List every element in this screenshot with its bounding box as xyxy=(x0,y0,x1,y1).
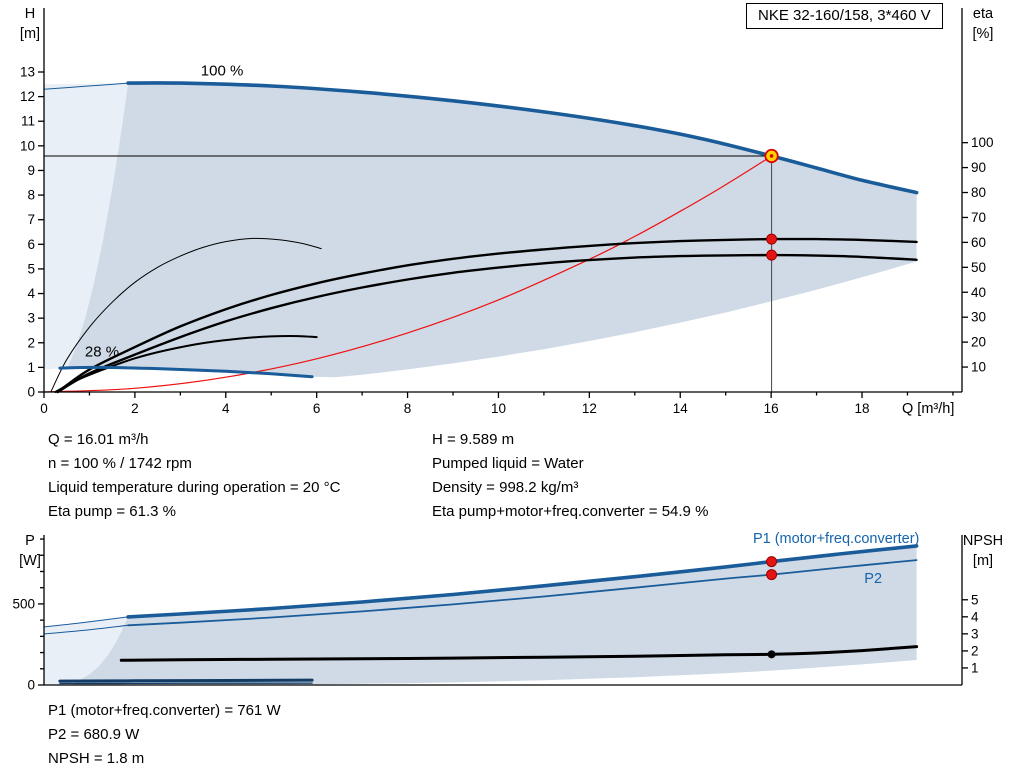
x-tick-label: 14 xyxy=(673,401,689,416)
y-left-tick-label: 8 xyxy=(27,188,35,203)
y-right-tick-label: 10 xyxy=(971,360,986,375)
eta-pump-point xyxy=(766,233,778,245)
power-npsh-values: P1 (motor+freq.converter) = 761 W P2 = 6… xyxy=(48,699,281,771)
pumped-liquid-value: Pumped liquid = Water xyxy=(432,455,584,472)
curve-label: P1 (motor+freq.converter) xyxy=(753,531,919,547)
y-right-axis-title: NPSH xyxy=(963,533,1003,549)
x-tick-label: 10 xyxy=(491,401,506,416)
x-axis-title: Q [m³/h] xyxy=(902,401,954,417)
y-left-tick-label: 12 xyxy=(20,89,35,104)
y-right-tick-label: 90 xyxy=(971,160,986,175)
npsh-value: NPSH = 1.8 m xyxy=(48,750,145,767)
y-right-tick-label: 2 xyxy=(971,643,979,658)
density-value: Density = 998.2 kg/m³ xyxy=(432,479,579,496)
eta-total-point xyxy=(766,249,778,261)
power-npsh-chart-axes xyxy=(38,535,968,686)
qh-eta-chart: 0 2 4 6 8 10 12 14 16 180123456789101112131020304… xyxy=(20,6,994,417)
y-left-tick-label: 9 xyxy=(27,163,35,178)
qh-eta-chart-tick-labels: 0 2 4 6 8 10 12 14 16 180123456789101112131020304… xyxy=(20,6,994,417)
operating-point-left-column: Q = 16.01 m³/h n = 100 % / 1742 rpm Liqu… xyxy=(48,428,340,524)
y-right-tick-label: 70 xyxy=(971,210,986,225)
power-npsh-chart: 0 500 1 2 3 4 5 P [W] NPSH [m] P1 (motor+freq.conve… xyxy=(12,531,1003,693)
y-left-tick-label: 1 xyxy=(27,360,35,375)
y-right-axis-unit: [%] xyxy=(973,26,994,42)
y-right-tick-label: 5 xyxy=(971,592,979,607)
eta-pump-value: Eta pump = 61.3 % xyxy=(48,503,176,520)
p1-point xyxy=(766,556,778,568)
y-right-axis-title: eta xyxy=(973,6,994,22)
power-npsh-chart-tick-labels: 0 500 1 2 3 4 5 P [W] NPSH [m] P1 (motor+freq.conve… xyxy=(12,531,1003,693)
y-right-tick-label: 4 xyxy=(971,609,979,624)
head-value: H = 9.589 m xyxy=(432,431,515,448)
curve-label: 100 % xyxy=(201,63,244,80)
power-envelope xyxy=(71,545,917,685)
npsh-curve xyxy=(119,645,919,662)
y-left-tick-label: 5 xyxy=(27,261,35,276)
x-tick-label: 16 xyxy=(764,401,779,416)
p1-lead-line xyxy=(43,616,129,628)
y-right-tick-label: 60 xyxy=(971,235,986,250)
eta-total-value: Eta pump+motor+freq.converter = 54.9 % xyxy=(432,503,709,520)
y-right-tick-label: 40 xyxy=(971,285,986,300)
x-tick-label: 8 xyxy=(404,401,412,416)
pump-model-label: NKE 32-160/158, 3*460 V xyxy=(746,3,943,29)
flow-value: Q = 16.01 m³/h xyxy=(48,431,149,448)
y-right-tick-label: 20 xyxy=(971,335,986,350)
liquid-temperature-value: Liquid temperature during operation = 20… xyxy=(48,479,341,496)
curve-label: 28 % xyxy=(85,343,119,360)
y-left-axis-unit: [W] xyxy=(19,553,41,569)
speed-envelope xyxy=(67,83,917,378)
x-tick-label: 0 xyxy=(40,401,48,416)
duty-point-center xyxy=(769,154,774,158)
y-left-tick-label: 11 xyxy=(21,114,35,129)
p2-point xyxy=(766,569,778,581)
speed-value: n = 100 % / 1742 rpm xyxy=(48,455,192,472)
eta-partload-curve xyxy=(50,237,322,393)
y-left-axis-title: H xyxy=(25,6,35,22)
y-right-tick-label: 1 xyxy=(971,660,979,675)
y-left-tick-label: 4 xyxy=(27,286,35,301)
p2-curve xyxy=(127,559,918,627)
x-tick-label: 4 xyxy=(222,401,230,416)
p1-value: P1 (motor+freq.converter) = 761 W xyxy=(48,702,281,719)
y-right-tick-label: 80 xyxy=(971,185,986,200)
y-left-axis-unit: [m] xyxy=(20,26,40,42)
system-curve xyxy=(43,155,773,393)
y-right-tick-label: 30 xyxy=(971,310,986,325)
x-tick-label: 6 xyxy=(313,401,321,416)
y-right-tick-label: 50 xyxy=(971,260,986,275)
qh-eta-chart-axes xyxy=(38,8,968,398)
y-left-tick-label: 7 xyxy=(27,212,35,227)
y-left-tick-label: 0 xyxy=(27,678,35,693)
p2-value: P2 = 680.9 W xyxy=(48,726,140,743)
y-right-tick-label: 3 xyxy=(971,626,979,641)
y-right-tick-label: 100 xyxy=(971,135,994,150)
operating-point-right-column: H = 9.589 m Pumped liquid = Water Densit… xyxy=(432,428,708,524)
x-tick-label: 12 xyxy=(582,401,597,416)
speed-envelope-left xyxy=(44,83,129,370)
curve-label: P2 xyxy=(864,571,882,587)
y-left-tick-label: 0 xyxy=(27,385,35,400)
pump-curve-28 xyxy=(58,365,314,379)
npsh-point xyxy=(767,650,776,659)
x-tick-label: 2 xyxy=(131,401,139,416)
y-left-tick-label: 6 xyxy=(27,237,35,252)
y-left-tick-label: 3 xyxy=(27,311,35,326)
power-envelope-left xyxy=(44,616,129,685)
y-left-tick-label: 500 xyxy=(12,596,35,611)
y-right-axis-unit: [m] xyxy=(973,553,993,569)
eta-28-curve xyxy=(54,335,318,393)
y-left-tick-label: 10 xyxy=(20,138,35,153)
x-tick-label: 18 xyxy=(855,401,870,416)
p1-28-curve xyxy=(58,678,314,683)
y-left-tick-label: 13 xyxy=(20,65,35,80)
y-left-axis-title: P xyxy=(25,533,35,549)
p1-curve xyxy=(126,544,919,619)
y-left-tick-label: 2 xyxy=(27,335,35,350)
p2-lead-line xyxy=(43,624,129,635)
pump-curve-100 xyxy=(126,81,919,195)
pump-curve-100-lead xyxy=(43,82,129,90)
